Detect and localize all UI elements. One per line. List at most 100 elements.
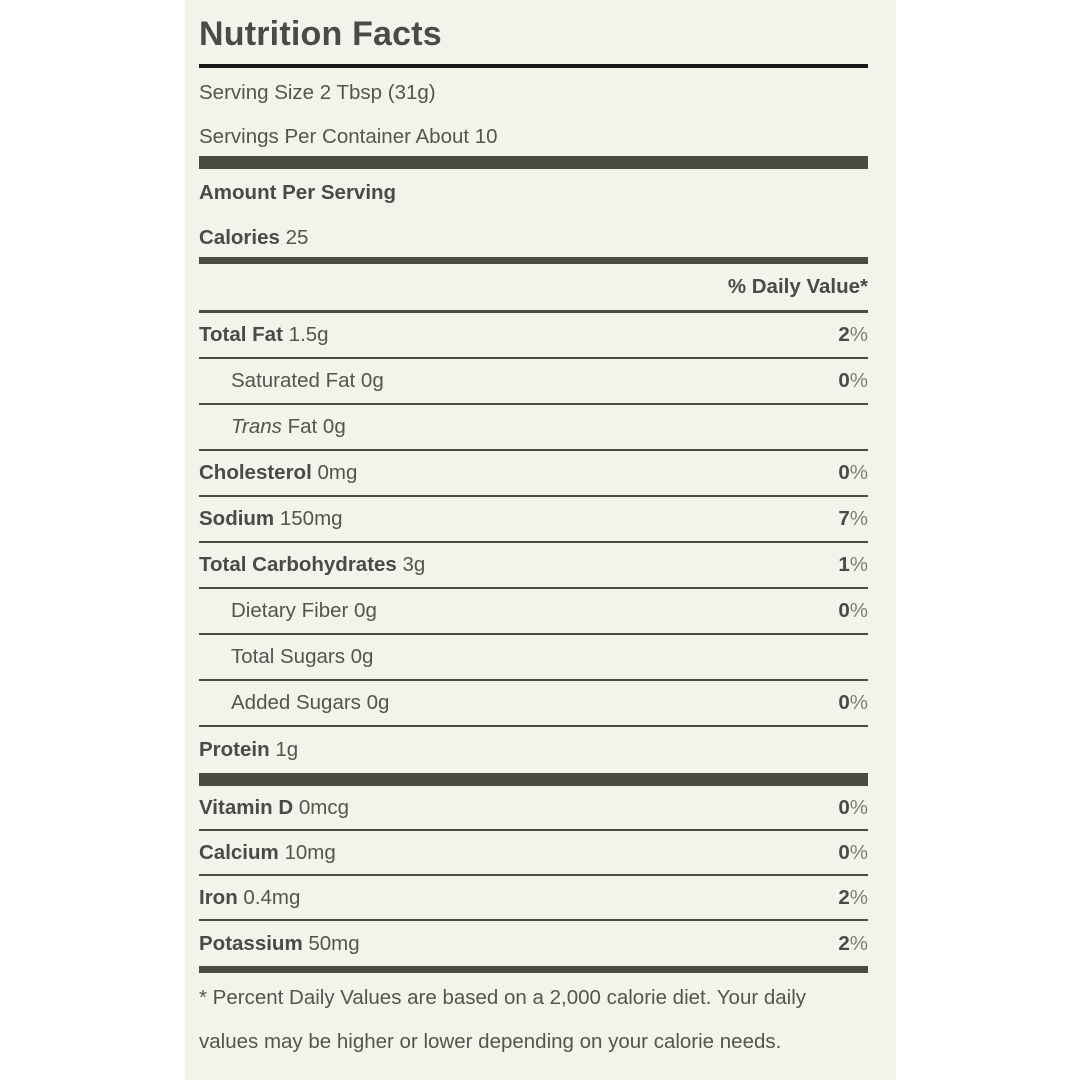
nutrition-label-content: Nutrition Facts Serving Size 2 Tbsp (31g… [199,0,868,1064]
nutrient-amount: 0g [360,691,390,714]
nutrient-row: Calcium 10mg 0% [199,831,868,876]
daily-value: 0% [838,599,868,623]
nutrient-label: Iron [199,885,238,909]
nutrient-label: Total Sugars [231,645,345,668]
nutrient-name-and-amount: Total Fat 1.5g [199,323,329,347]
thick-bar-divider [199,156,868,169]
footnote-line-2: values may be higher or lower depending … [199,1030,782,1053]
nutrient-label: Dietary Fiber [231,599,349,622]
nutrient-amount: 0g [348,599,377,622]
nutrient-amount: 10mg [278,840,336,864]
daily-value-number: 0 [838,461,850,484]
nutrient-label: Calcium [199,840,279,864]
nutrient-amount: 0mg [311,461,358,484]
calories-row: Calories 25 [199,226,868,250]
nutrient-name-and-amount: Calcium 10mg [199,841,336,865]
vitamin-rows-section: Vitamin D 0mcg 0% Calcium 10mg 0% Iron 0.4mg… [199,786,868,966]
nutrient-amount: 1g [269,738,299,761]
nutrient-row: Total Fat 1.5g 2% [199,313,868,359]
daily-value-number: 2 [838,323,850,346]
percent-sign: % [849,795,868,819]
daily-value-number: 0 [838,795,850,819]
percent-sign: % [849,553,868,576]
nutrient-label: Potassium [199,931,303,955]
nutrient-label: Saturated Fat [231,369,356,392]
nutrient-row: Saturated Fat 0g 0% [199,359,868,405]
nutrient-row: Dietary Fiber 0g 0% [199,589,868,635]
nutrient-amount: 0g [344,645,374,668]
nutrient-amount: 50mg [302,931,360,955]
nutrient-amount: 150mg [274,507,343,530]
percent-sign: % [849,885,868,909]
daily-value-number: 0 [838,691,850,714]
daily-value-number: 0 [838,840,850,864]
percent-sign: % [849,840,868,864]
daily-value: 2% [838,886,868,910]
nutrient-name-and-amount: Vitamin D 0mcg [199,796,349,820]
nutrient-label: Total Carbohydrates [199,553,397,576]
title-rule-divider [199,64,868,68]
nutrient-amount: 0.4mg [237,885,301,909]
nutrient-rows-section: Total Fat 1.5g 2% Saturated Fat 0g 0% Trans … [199,313,868,773]
nutrient-name-and-amount: Trans Fat 0g [231,415,346,438]
nutrient-label: Trans [231,415,282,438]
nutrient-label: Vitamin D [199,795,294,819]
daily-value-number: 2 [838,885,850,909]
daily-value: 2% [838,323,868,347]
percent-sign: % [849,931,868,955]
nutrient-name-and-amount: Cholesterol 0mg [199,461,357,485]
nutrient-name-and-amount: Iron 0.4mg [199,886,300,910]
servings-per-container-text: Servings Per Container About 10 [199,125,498,148]
amount-per-serving-label: Amount Per Serving [199,181,397,204]
nutrient-label: Total Fat [199,323,283,346]
nutrient-amount: 0g [355,369,384,392]
nutrient-name-and-amount: Protein 1g [199,738,298,762]
nutrient-name-and-amount: Saturated Fat 0g [231,369,384,393]
daily-value: 2% [838,932,868,956]
nutrient-row: Potassium 50mg 2% [199,921,868,966]
nutrient-amount: 0mcg [293,795,349,819]
nutrient-name-and-amount: Dietary Fiber 0g [231,599,377,623]
nutrient-row: Added Sugars 0g 0% [199,681,868,727]
daily-value: 0% [838,691,868,715]
percent-sign: % [849,461,868,484]
serving-size-text: Serving Size 2 Tbsp (31g) [199,81,436,104]
daily-value-header-row: % Daily Value* [199,264,868,313]
nutrient-row: Iron 0.4mg 2% [199,876,868,921]
nutrient-label: Sodium [199,507,275,530]
nutrient-row: Trans Fat 0g [199,405,868,451]
percent-sign: % [849,599,868,622]
calories-label: Calories [199,226,280,249]
percent-sign: % [849,507,868,530]
nutrient-name-and-amount: Total Carbohydrates 3g [199,553,425,577]
percent-sign: % [849,323,868,346]
daily-value: 0% [838,461,868,485]
nutrient-name-and-amount: Total Sugars 0g [231,645,373,669]
nutrient-row: Protein 1g [199,727,868,773]
nutrient-label: Cholesterol [199,461,312,484]
nutrient-label: Added Sugars [231,691,361,714]
percent-sign: % [849,691,868,714]
daily-value: 0% [838,841,868,865]
thick-bar-divider [199,773,868,786]
daily-value: 0% [838,369,868,393]
daily-value-header: % Daily Value* [727,275,868,298]
percent-sign: % [849,369,868,392]
nutrient-row: Vitamin D 0mcg 0% [199,786,868,831]
nutrient-amount: 3g [396,553,426,576]
daily-value-number: 0 [838,599,850,622]
daily-value-number: 1 [838,553,850,576]
nutrient-amount: 0g [317,415,346,438]
nutrient-row: Sodium 150mg 7% [199,497,868,543]
daily-value-footnote: * Percent Daily Values are based on a 2,… [199,976,868,1064]
daily-value: 0% [838,796,868,820]
nutrient-name-and-amount: Potassium 50mg [199,932,360,956]
daily-value: 7% [838,507,868,531]
daily-value-number: 2 [838,931,850,955]
daily-value-number: 7 [838,507,850,530]
medium-bar-divider [199,966,868,973]
daily-value-number: 0 [838,369,850,392]
nutrient-label: Protein [199,738,270,761]
calories-value: 25 [285,226,309,249]
nutrient-row: Total Sugars 0g [199,635,868,681]
